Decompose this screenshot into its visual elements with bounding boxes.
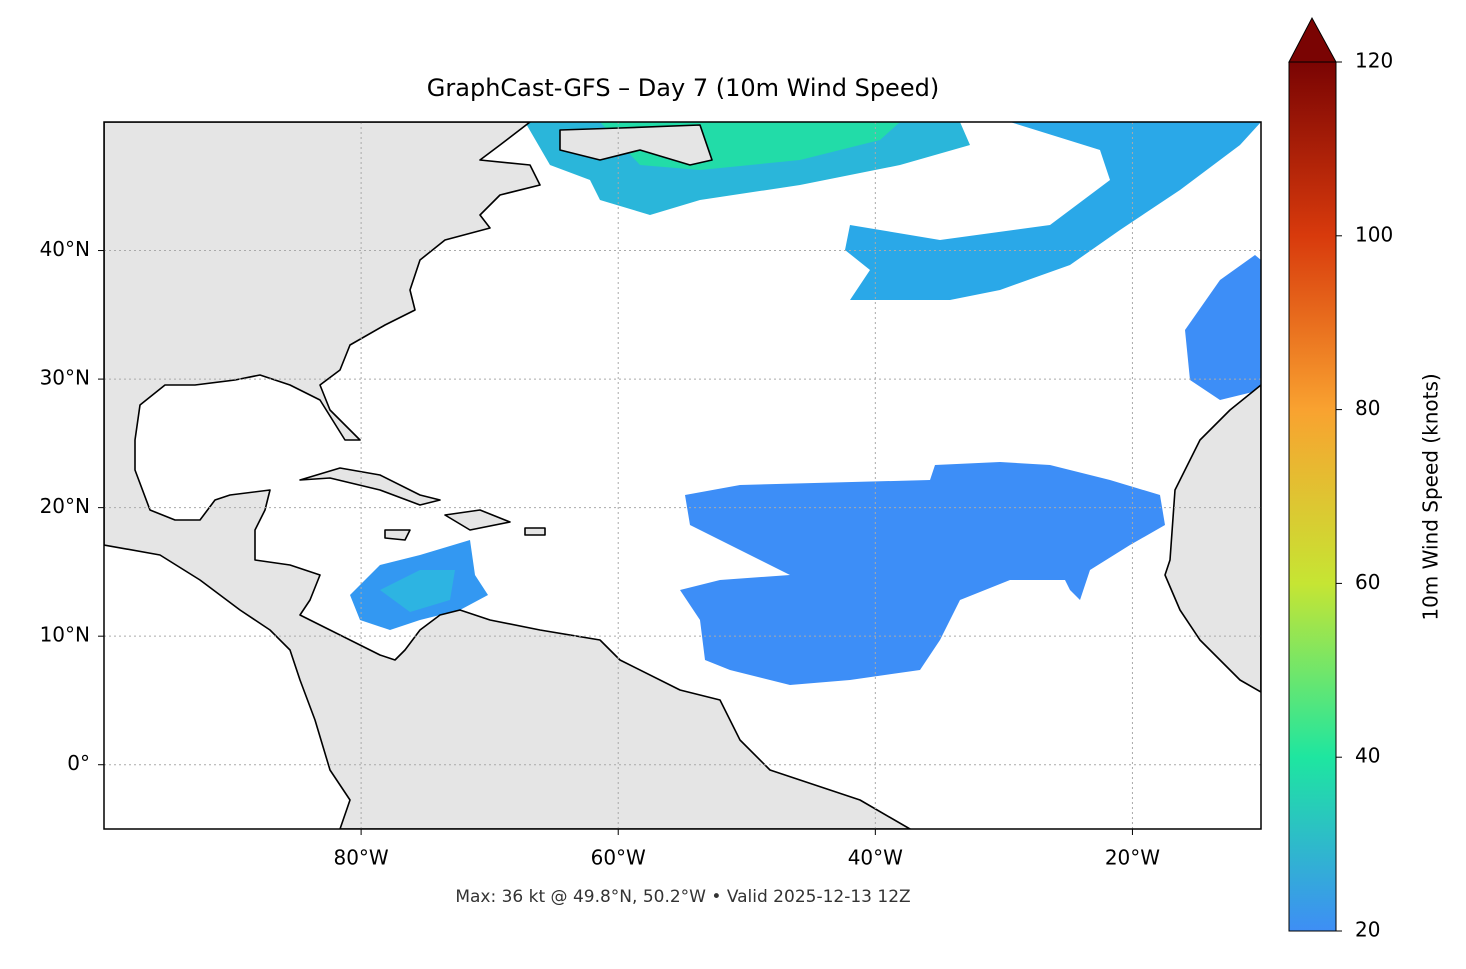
colorbar-extend	[1288, 16, 1337, 63]
colorbar-tick-label: 80	[1355, 396, 1380, 420]
colorbar-label: 10m Wind Speed (knots)	[1419, 373, 1443, 620]
plot-frame	[103, 121, 1262, 830]
colorbar-tick-label: 40	[1355, 744, 1380, 768]
wind-region	[845, 122, 1261, 300]
x-tick-label: 80°W	[333, 846, 388, 870]
land	[384, 509, 546, 541]
colorbar	[1289, 62, 1336, 931]
y-tick-label: 10°N	[40, 623, 90, 647]
x-tick-label: 40°W	[848, 846, 903, 870]
land	[1164, 384, 1261, 693]
colorbar-frame	[1288, 61, 1337, 932]
y-tick-label: 0°	[67, 751, 90, 775]
footnote: Max: 36 kt @ 49.8°N, 50.2°W • Valid 2025…	[455, 887, 910, 907]
chart-title: GraphCast-GFS – Day 7 (10m Wind Speed)	[427, 74, 939, 102]
wind-region	[380, 570, 455, 612]
map-layer	[104, 122, 1261, 829]
colorbar-tick-label: 60	[1355, 570, 1380, 594]
land	[104, 122, 911, 829]
colorbar-tick-label: 120	[1355, 49, 1393, 73]
wind-region	[1185, 255, 1261, 400]
colorbar-tick-label: 100	[1355, 222, 1393, 246]
y-tick-label: 20°N	[40, 494, 90, 518]
y-tick-label: 40°N	[40, 237, 90, 261]
land	[299, 467, 441, 506]
wind-region	[680, 462, 1165, 685]
x-tick-label: 20°W	[1105, 846, 1160, 870]
land	[559, 124, 713, 166]
colorbar-tick-label: 20	[1355, 918, 1380, 942]
y-tick-label: 30°N	[40, 366, 90, 390]
x-tick-label: 60°W	[591, 846, 646, 870]
